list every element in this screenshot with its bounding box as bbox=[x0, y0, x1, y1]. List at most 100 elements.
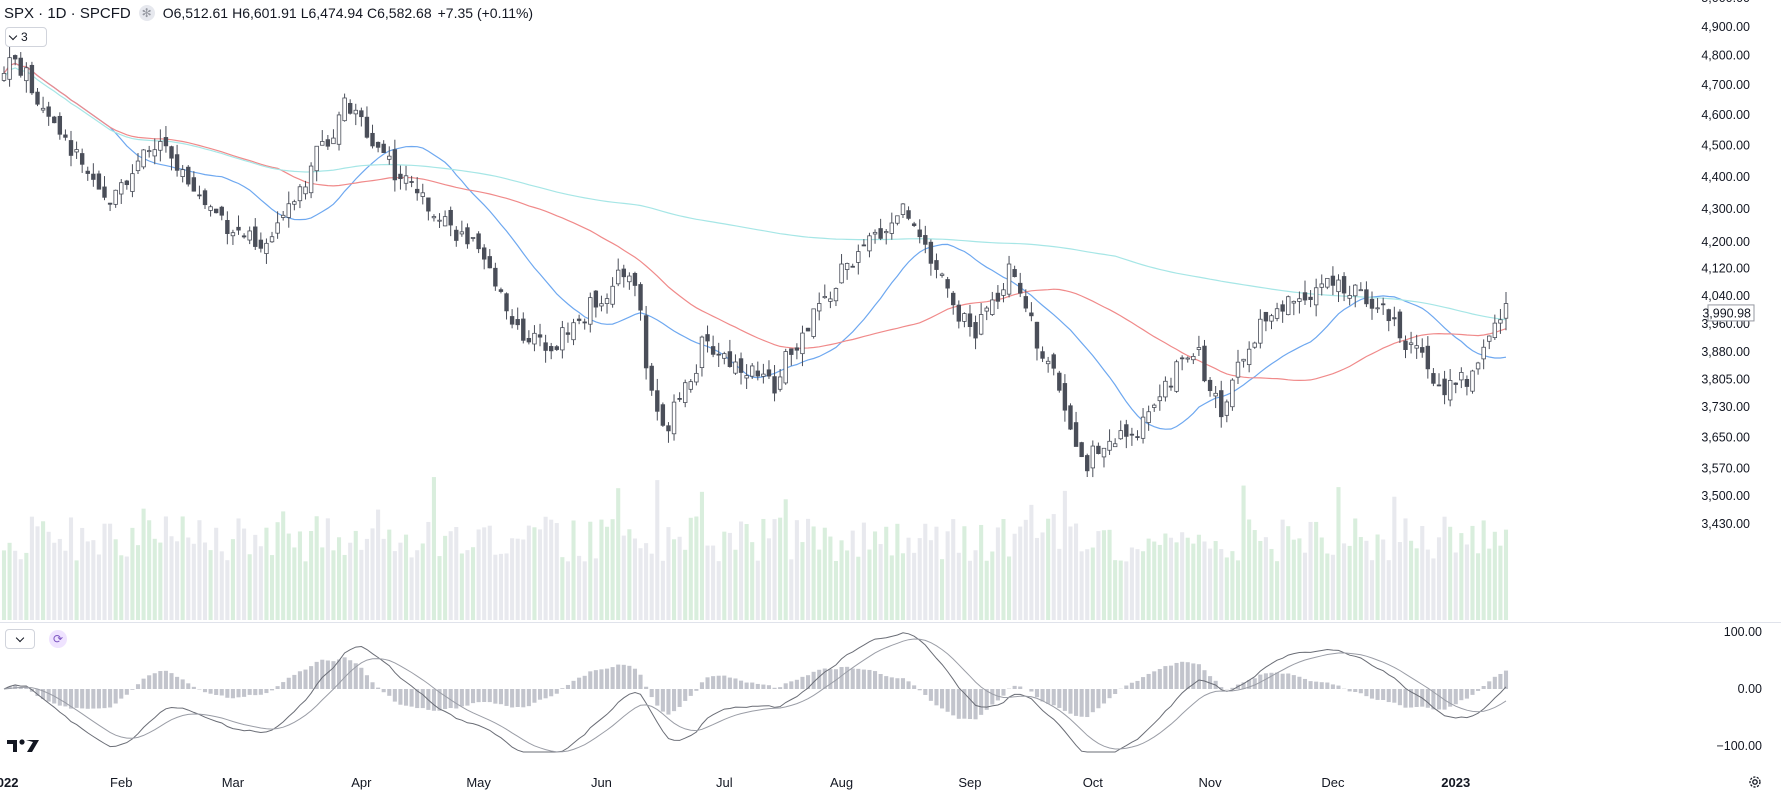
macd-histogram-bar bbox=[1330, 684, 1335, 689]
volume-bar bbox=[616, 488, 621, 620]
macd-histogram-bar bbox=[1448, 689, 1453, 707]
macd-histogram-bar bbox=[202, 689, 208, 693]
macd-histogram-bar bbox=[705, 677, 710, 689]
candle bbox=[565, 322, 571, 343]
candle bbox=[543, 334, 548, 363]
macd-histogram-bar bbox=[537, 689, 543, 700]
volume-bar bbox=[1163, 533, 1168, 620]
macd-histogram-bar bbox=[532, 689, 537, 703]
candle bbox=[990, 291, 995, 316]
candle bbox=[638, 282, 643, 321]
macd-histogram-bar bbox=[1319, 682, 1324, 689]
macd-histogram-bar bbox=[610, 667, 615, 689]
indicators-toggle-button[interactable]: 3 bbox=[5, 27, 47, 47]
macd-histogram-bar bbox=[1018, 686, 1023, 689]
macd-histogram-bar bbox=[917, 689, 922, 691]
volume-bar bbox=[984, 560, 989, 620]
volume-bar bbox=[336, 537, 342, 620]
volume-bar bbox=[1208, 548, 1213, 620]
macd-histogram-bar bbox=[1247, 680, 1252, 689]
macd-histogram-bar bbox=[1459, 689, 1464, 701]
volume-bar bbox=[1129, 547, 1134, 620]
candle bbox=[1146, 405, 1151, 431]
candle bbox=[107, 202, 113, 212]
candle bbox=[141, 149, 146, 170]
candle bbox=[766, 360, 772, 379]
volume-bar bbox=[258, 546, 263, 620]
macd-histogram-bar bbox=[314, 661, 319, 689]
macd-histogram-bar bbox=[867, 669, 872, 689]
candle bbox=[1107, 429, 1112, 455]
volume-bar bbox=[694, 516, 699, 620]
volume-bar bbox=[1436, 537, 1442, 620]
macd-histogram-bar bbox=[923, 689, 928, 695]
volume-bar bbox=[253, 534, 258, 620]
volume-bar bbox=[230, 539, 235, 620]
macd-histogram-bar bbox=[493, 689, 498, 704]
macd-histogram-bar bbox=[895, 678, 900, 689]
gear-icon[interactable] bbox=[1747, 774, 1763, 790]
candle bbox=[621, 264, 626, 288]
candle bbox=[805, 327, 811, 332]
volume-bar bbox=[1247, 519, 1252, 620]
volume-bar bbox=[934, 526, 939, 620]
volume-bar bbox=[353, 530, 358, 620]
candle bbox=[174, 144, 180, 177]
candle bbox=[1397, 309, 1403, 343]
candle bbox=[1369, 291, 1375, 320]
tradingview-logo-icon[interactable] bbox=[6, 737, 40, 755]
macd-histogram-bar bbox=[1492, 676, 1497, 689]
candle bbox=[515, 307, 520, 330]
candle bbox=[733, 354, 738, 375]
market-status-icon[interactable]: ✻ bbox=[138, 5, 155, 21]
volume-bar bbox=[359, 549, 364, 620]
candle bbox=[1442, 370, 1447, 405]
candle bbox=[1263, 311, 1269, 332]
volume-bar bbox=[208, 550, 213, 620]
candle bbox=[599, 295, 604, 312]
macd-histogram-bar bbox=[588, 671, 593, 689]
macd-histogram-bar bbox=[191, 686, 196, 689]
volume-bar bbox=[1258, 540, 1263, 620]
volume-bar bbox=[1442, 516, 1447, 620]
candle bbox=[1057, 370, 1062, 393]
macd-histogram-bar bbox=[1074, 689, 1079, 716]
candle bbox=[158, 129, 163, 162]
volume-bar bbox=[1001, 519, 1006, 620]
macd-histogram-bar bbox=[74, 689, 79, 708]
candle bbox=[470, 237, 476, 242]
volume-bar bbox=[604, 526, 610, 620]
volume-bar bbox=[666, 527, 671, 620]
candle bbox=[1336, 274, 1341, 303]
candle bbox=[1140, 408, 1146, 444]
volume-bar bbox=[772, 519, 777, 620]
time-tick-label: Mar bbox=[222, 775, 245, 790]
macd-histogram-bar bbox=[638, 674, 643, 689]
volume-bar bbox=[476, 529, 481, 620]
candle bbox=[1213, 386, 1218, 409]
macd-histogram-bar bbox=[945, 689, 950, 712]
macd-histogram-bar bbox=[1001, 689, 1006, 696]
candle bbox=[811, 308, 816, 339]
price-tick-label: 3,805.00 bbox=[1701, 372, 1750, 386]
volume-bar bbox=[426, 521, 431, 620]
candle bbox=[604, 293, 610, 314]
volume-bar bbox=[163, 516, 168, 620]
volume-bar bbox=[1046, 518, 1051, 620]
macd-histogram-bar bbox=[498, 689, 503, 705]
symbol-header: SPX · 1D · SPCFD ✻ O 6,512.61 H 6,601.91 L… bbox=[4, 3, 533, 23]
candlestick-series bbox=[1, 46, 1509, 478]
symbol-title[interactable]: SPX · 1D · SPCFD bbox=[4, 4, 131, 22]
candle bbox=[1492, 314, 1498, 340]
candle bbox=[727, 339, 733, 368]
sync-icon[interactable]: ⟳ bbox=[49, 630, 67, 648]
price-tick-label: 4,800.00 bbox=[1701, 49, 1750, 63]
volume-bar bbox=[135, 545, 141, 620]
candle bbox=[537, 323, 543, 347]
macd-histogram-bar bbox=[565, 684, 570, 689]
volume-bar bbox=[108, 523, 113, 620]
macd-pane-toggle-button[interactable] bbox=[5, 629, 35, 649]
volume-bar bbox=[565, 561, 570, 620]
candle bbox=[1152, 403, 1157, 412]
